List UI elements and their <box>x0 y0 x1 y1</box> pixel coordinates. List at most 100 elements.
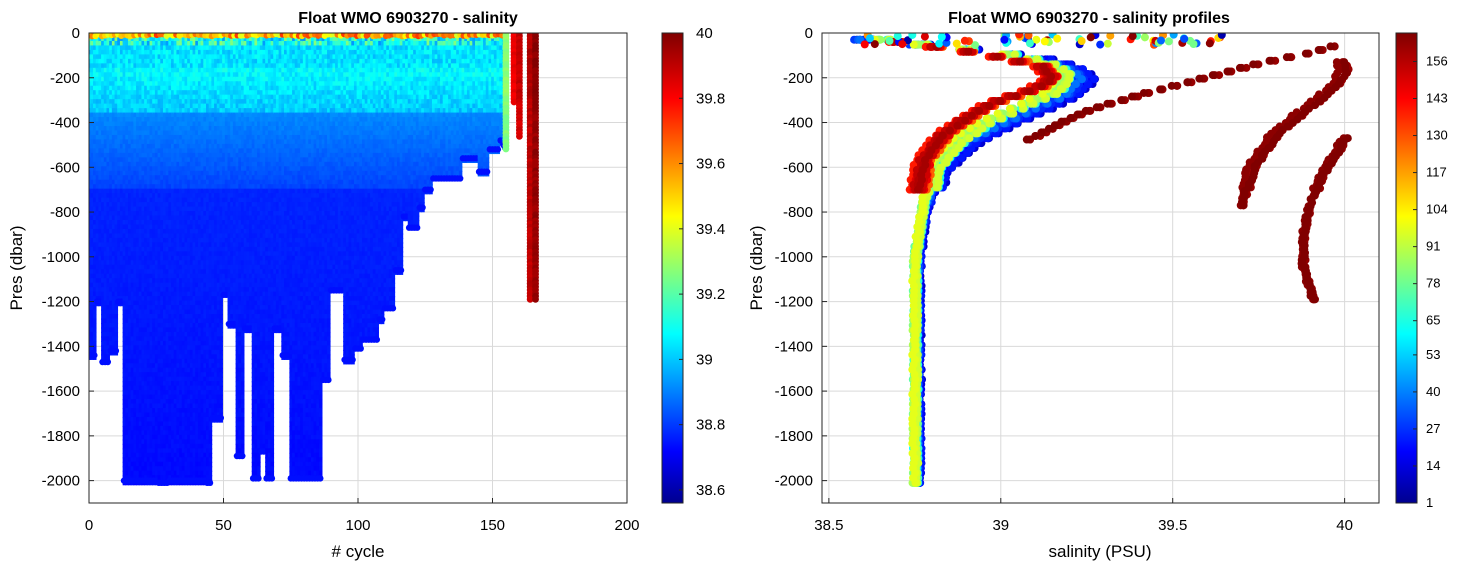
heatmap-cell <box>154 340 159 347</box>
heatmap-cell <box>117 197 121 204</box>
heatmap-cell <box>146 287 151 293</box>
heatmap-cell <box>157 179 162 186</box>
heatmap-cell <box>117 179 121 186</box>
heatmap-cell <box>152 251 156 258</box>
heatmap-cell <box>138 363 143 369</box>
heatmap-cell <box>89 139 92 146</box>
heatmap-cell <box>125 354 129 360</box>
heatmap-cell <box>95 103 100 110</box>
heatmap-cell <box>101 228 105 235</box>
heatmap-cell <box>98 228 102 235</box>
heatmap-cell <box>144 45 148 52</box>
heatmap-cell <box>122 54 127 61</box>
heatmap-cell <box>136 170 140 177</box>
heatmap-cell <box>162 72 167 78</box>
heatmap-cell <box>130 273 135 280</box>
heatmap-cell <box>141 385 145 392</box>
heatmap-cell <box>93 345 97 352</box>
heatmap-cell <box>122 394 127 401</box>
heatmap-cell <box>98 188 102 195</box>
heatmap-cell <box>133 197 137 204</box>
heatmap-cell <box>111 206 116 213</box>
heatmap-cell <box>165 461 170 468</box>
heatmap-cell <box>141 72 145 78</box>
heatmap-cell <box>162 470 167 477</box>
heatmap-cell <box>114 215 119 222</box>
heatmap-cell <box>146 40 151 47</box>
heatmap-cell <box>152 161 156 168</box>
heatmap-cell <box>114 36 119 43</box>
heatmap-cell <box>125 318 129 325</box>
heatmap-cell <box>109 179 113 186</box>
heatmap-cell <box>141 399 145 405</box>
heatmap-cell <box>154 376 159 383</box>
heatmap-cell <box>149 318 154 325</box>
heatmap-cell <box>168 220 172 226</box>
heatmap-cell <box>152 434 156 441</box>
heatmap-cell <box>122 322 127 329</box>
heatmap-cell <box>152 300 156 307</box>
heatmap-cell <box>152 58 156 65</box>
heatmap-cell <box>117 130 121 137</box>
heatmap-cell <box>136 157 140 164</box>
heatmap-cell <box>138 157 143 164</box>
heatmap-cell <box>125 126 129 132</box>
heatmap-cell <box>133 99 137 105</box>
heatmap-cell <box>136 58 140 65</box>
heatmap-cell <box>125 175 129 181</box>
heatmap-cell <box>95 49 100 56</box>
heatmap-cell <box>114 211 119 217</box>
heatmap-cell <box>144 117 148 123</box>
heatmap-cell <box>146 157 151 164</box>
heatmap-cell <box>101 45 105 52</box>
heatmap-cell <box>119 166 124 172</box>
heatmap-cell <box>125 340 129 347</box>
heatmap-cell <box>138 399 143 405</box>
heatmap-cell <box>106 90 110 96</box>
heatmap-cell <box>130 76 135 83</box>
heatmap-cell <box>90 58 94 65</box>
heatmap-cell <box>109 103 113 110</box>
heatmap-cell <box>138 188 143 195</box>
heatmap-cell <box>106 260 110 266</box>
heatmap-cell <box>149 139 154 146</box>
heatmap-cell <box>128 331 132 338</box>
heatmap-cell <box>136 322 140 329</box>
heatmap-cell <box>157 134 162 141</box>
heatmap-cell <box>133 242 137 249</box>
heatmap-cell <box>144 345 148 352</box>
heatmap-cell <box>154 309 159 316</box>
heatmap-cell <box>111 49 116 56</box>
heatmap-cell <box>114 278 119 284</box>
heatmap-cell <box>130 67 135 74</box>
heatmap-cell <box>154 193 159 199</box>
heatmap-cell <box>106 58 110 65</box>
heatmap-cell <box>133 143 137 150</box>
heatmap-cell <box>168 278 172 284</box>
heatmap-cell <box>125 457 129 463</box>
heatmap-cell <box>109 54 113 61</box>
heatmap-cell <box>130 461 135 468</box>
heatmap-cell <box>160 233 164 240</box>
heatmap-cell <box>141 439 145 446</box>
heatmap-cell <box>149 282 154 289</box>
heatmap-cell <box>136 260 140 266</box>
heatmap-cell <box>165 296 170 302</box>
heatmap-cell <box>154 76 159 83</box>
heatmap-cell <box>125 425 129 432</box>
heatmap-cell <box>98 72 102 78</box>
heatmap-cell <box>98 45 102 52</box>
heatmap-cell <box>111 237 116 244</box>
heatmap-cell <box>130 108 135 114</box>
heatmap-cell <box>93 184 97 190</box>
heatmap-cell <box>128 399 132 405</box>
heatmap-cell <box>101 202 105 208</box>
heatmap-cell <box>103 228 108 235</box>
heatmap-cell <box>160 264 164 271</box>
heatmap-cell <box>122 188 127 195</box>
heatmap-cell <box>125 255 129 262</box>
heatmap-cell <box>98 273 102 280</box>
heatmap-cell <box>146 461 151 468</box>
heatmap-cell <box>149 394 154 401</box>
heatmap-cell <box>114 148 119 155</box>
